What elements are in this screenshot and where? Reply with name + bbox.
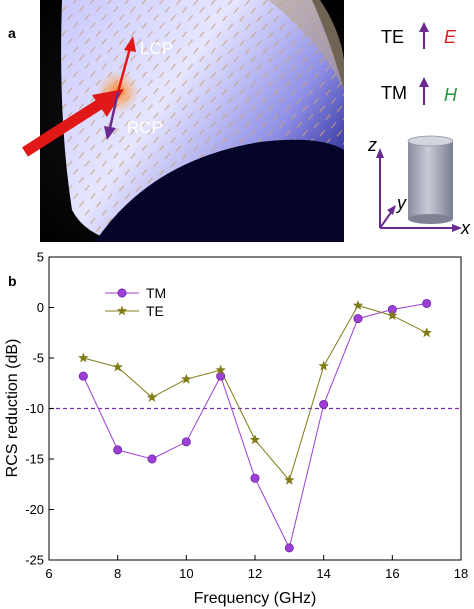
x-tick-label: 10 [179, 566, 193, 581]
data-point-te [318, 360, 329, 371]
y-tick-label: -10 [25, 401, 44, 416]
rcs-reduction-chart: b 6 8 10 12 14 16 18 5 0 -5 -10 -15 -20 -25 TM TE Fre… [4, 250, 468, 608]
legend-tm-field: H [444, 85, 458, 105]
x-tick-label: 12 [248, 566, 262, 581]
metasurface-image [40, 0, 344, 242]
axis-y-label: y [395, 193, 407, 213]
te-arrow-icon [419, 22, 429, 49]
data-point-te [181, 373, 192, 384]
rcp-arrow-icon [104, 91, 120, 140]
y-tick-label: 0 [37, 300, 44, 315]
x-tick-label: 16 [385, 566, 399, 581]
data-point-tm [353, 314, 363, 324]
y-axis-label: RCS reduction (dB) [4, 339, 21, 478]
panel-a-illustration: a LCP RCP TE E TM H [8, 0, 471, 242]
tm-arrow-icon [419, 77, 429, 105]
axis-z-label: z [367, 135, 377, 155]
data-point-tm [250, 473, 260, 483]
data-point-tm [113, 445, 123, 455]
y-tick-label: -20 [25, 502, 44, 517]
series-line-tm [82, 303, 427, 550]
data-point-te [112, 361, 123, 372]
y-tick-label: -15 [25, 452, 44, 467]
y-tick-label: 5 [37, 250, 44, 265]
cylinder-shadow [95, 139, 344, 242]
x-tick-label: 6 [45, 566, 52, 581]
data-point-te [284, 474, 295, 485]
data-point-te [215, 364, 226, 375]
data-point-tm [284, 543, 294, 553]
panel-b-label: b [8, 273, 17, 289]
panel-a-label: a [8, 25, 16, 41]
x-tick-label: 8 [114, 566, 121, 581]
legend-label-tm: TM [146, 285, 166, 301]
data-point-tm [319, 399, 329, 409]
legend-tm-label: TM [381, 83, 407, 103]
legend-label-te: TE [146, 303, 164, 319]
data-point-te [352, 300, 364, 310]
data-point-te [421, 327, 432, 338]
legend-te-field: E [444, 27, 457, 47]
data-point-te [387, 310, 398, 320]
data-point-tm [147, 454, 157, 464]
data-point-te [249, 434, 261, 445]
legend-marker-te [116, 305, 128, 316]
data-point-tm [181, 437, 191, 447]
legend-te-label: TE [381, 27, 404, 47]
data-point-tm [78, 371, 88, 381]
cylinder-rim [268, 0, 344, 90]
y-tick-label: -25 [25, 553, 44, 568]
x-tick-label: 14 [316, 566, 330, 581]
x-tick-label: 18 [454, 566, 468, 581]
legend-marker-tm [117, 288, 127, 298]
rcp-label: RCP [127, 118, 163, 137]
data-point-te [146, 391, 158, 402]
data-point-tm [216, 371, 226, 381]
data-point-te [78, 352, 89, 363]
data-point-tm [422, 298, 432, 308]
y-tick-label: -5 [32, 351, 44, 366]
cylinder-icon [407, 135, 454, 224]
axis-x-label: x [460, 218, 471, 238]
lcp-arrow-icon [116, 36, 136, 93]
x-axis-label: Frequency (GHz) [194, 590, 317, 607]
lcp-label: LCP [140, 39, 173, 58]
coordinate-axes-icon [376, 148, 462, 232]
